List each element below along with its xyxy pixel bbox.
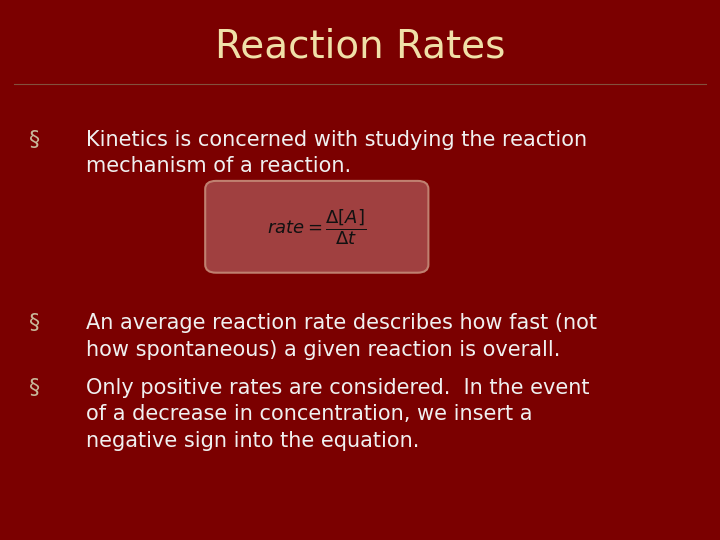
Text: Reaction Rates: Reaction Rates bbox=[215, 27, 505, 65]
Text: An average reaction rate describes how fast (not
how spontaneous) a given reacti: An average reaction rate describes how f… bbox=[86, 313, 598, 360]
Text: §: § bbox=[29, 378, 40, 398]
Text: Kinetics is concerned with studying the reaction
mechanism of a reaction.: Kinetics is concerned with studying the … bbox=[86, 130, 588, 176]
Text: §: § bbox=[29, 313, 40, 333]
FancyBboxPatch shape bbox=[205, 181, 428, 273]
Text: $\mathit{rate} = \dfrac{\Delta[A]}{\Delta t}$: $\mathit{rate} = \dfrac{\Delta[A]}{\Delt… bbox=[267, 207, 366, 247]
Text: §: § bbox=[29, 130, 40, 150]
Text: Only positive rates are considered.  In the event
of a decrease in concentration: Only positive rates are considered. In t… bbox=[86, 378, 590, 451]
